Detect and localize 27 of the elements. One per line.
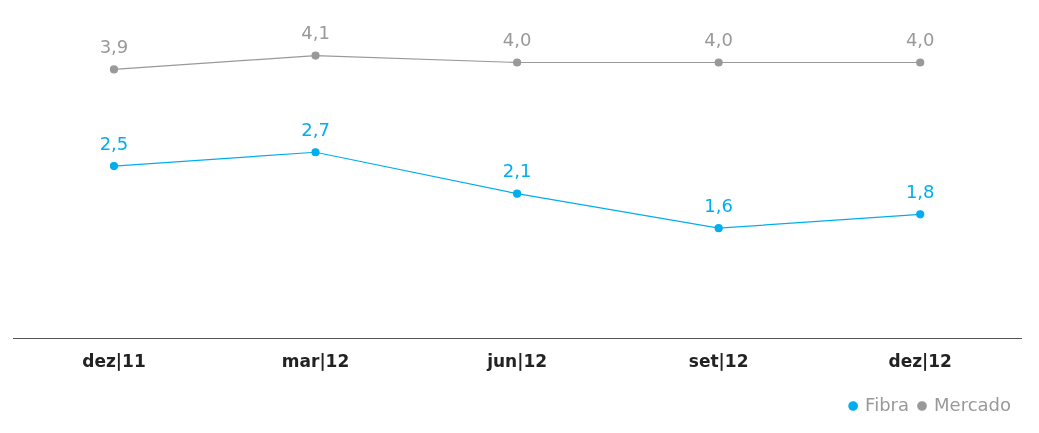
data-label: 3,9 (99, 36, 129, 58)
point (311, 51, 320, 60)
point (714, 58, 723, 67)
x-tick-label: dez|11 (82, 351, 146, 372)
data-label: 2,1 (502, 160, 532, 182)
data-label: 4,0 (502, 29, 532, 51)
point (513, 189, 522, 198)
point (311, 148, 320, 157)
x-tick-label: mar|12 (281, 351, 350, 372)
legend-label: Mercado (934, 393, 1012, 415)
point (109, 161, 119, 171)
legend-label: Fibra (865, 393, 910, 415)
point (916, 210, 925, 219)
point (109, 65, 119, 74)
data-label: 4,0 (704, 29, 733, 51)
x-tick-label: set|12 (688, 351, 749, 372)
point (714, 224, 723, 233)
data-label: 1,6 (704, 194, 733, 216)
point (916, 58, 925, 67)
x-tick-label: jun|12 (486, 351, 548, 372)
data-label: 4,0 (905, 29, 935, 51)
x-tick-label: dez|12 (888, 351, 952, 372)
data-label: 1,8 (905, 181, 935, 203)
data-label: 2,5 (99, 132, 129, 154)
point (513, 58, 522, 67)
data-label: 4,1 (301, 22, 330, 44)
data-label: 2,7 (301, 118, 330, 140)
